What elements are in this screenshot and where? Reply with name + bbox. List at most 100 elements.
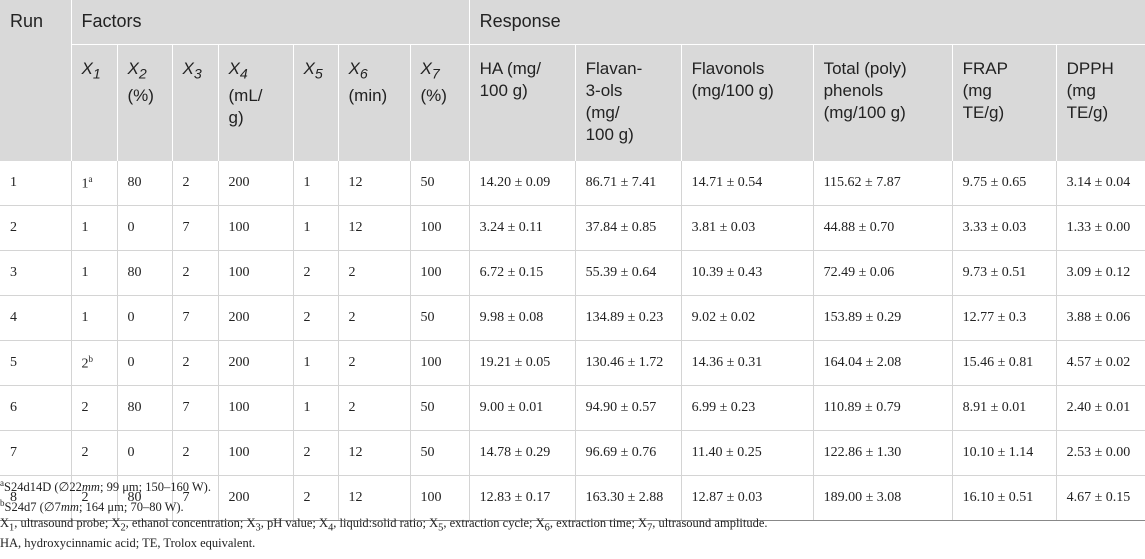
cell-value: 100 — [228, 265, 250, 280]
cell-value: 96.69 ± 0.76 — [585, 445, 657, 460]
factors-header: Factors — [71, 0, 470, 44]
cell-value: 100 — [420, 490, 442, 505]
cell-value: 3 — [10, 265, 17, 280]
footnote-a: aS24d14D (∅22mm; 99 μm; 150–160 W). — [0, 478, 211, 495]
cell-dpph: 4.57 ± 0.02 — [1056, 340, 1145, 386]
cell-x3: 7 — [172, 295, 219, 341]
cell-dpph: 2.40 ± 0.01 — [1056, 385, 1145, 431]
cell-value: 10.39 ± 0.43 — [691, 265, 763, 280]
cell-value: 80 — [127, 400, 142, 415]
cell-value: 1 — [303, 220, 311, 235]
cell-x3: 2 — [172, 250, 219, 296]
cell-x2: 0 — [117, 340, 173, 386]
col-x3: X3 — [172, 43, 219, 161]
cell-value: 200 — [228, 310, 250, 325]
cell-value: 6.72 ± 0.15 — [479, 265, 544, 280]
cell-value: 50 — [420, 310, 435, 325]
cell-x1: 2 — [71, 475, 118, 521]
cell-run: 5 — [0, 340, 72, 386]
cell-frap: 9.73 ± 0.51 — [952, 250, 1057, 296]
cell-value: 3.88 ± 0.06 — [1066, 310, 1131, 325]
cell-value: 1 — [303, 400, 311, 415]
cell-ha: 19.21 ± 0.05 — [469, 340, 576, 386]
table-row: 8 2 80 7 200 2 12 100 12.83 ± 0.17 163.30 ± 2.88 1… — [0, 475, 1145, 521]
cell-x1: 1 — [71, 250, 118, 296]
cell-value: 1 — [81, 310, 89, 325]
cell-x7: 50 — [410, 295, 470, 341]
cell-x1: 1a — [71, 161, 118, 206]
cell-x3: 7 — [172, 475, 219, 521]
cell-flavonols: 3.81 ± 0.03 — [681, 205, 814, 251]
cell-flavonols: 11.40 ± 0.25 — [681, 430, 814, 476]
cell-x7: 100 — [410, 475, 470, 521]
results-table: Run Factors Response X1 X2 (%) X3 X4 (mL/g… — [0, 0, 1145, 521]
cell-value: 9.00 ± 0.01 — [479, 400, 544, 415]
col-dpph: DPPH (mg TE/g) — [1056, 43, 1145, 161]
cell-flavanols: 86.71 ± 7.41 — [575, 161, 682, 206]
col-flavanols: Flavan- 3-ols (mg/100 g) — [575, 43, 682, 161]
cell-value: 12 — [348, 445, 363, 460]
cell-flavanols: 96.69 ± 0.76 — [575, 430, 682, 476]
cell-x3: 7 — [172, 205, 219, 251]
cell-total: 110.89 ± 0.79 — [813, 385, 953, 431]
cell-value: 1 — [81, 176, 89, 192]
cell-value: 100 — [420, 355, 442, 370]
cell-value: 0 — [127, 310, 135, 325]
footnotes: aS24d14D (∅22mm; 99 μm; 150–160 W). bS24… — [0, 473, 1145, 553]
cell-value: 12 — [348, 175, 363, 190]
cell-dpph: 1.33 ± 0.00 — [1056, 205, 1145, 251]
cell-value: 14.36 ± 0.31 — [691, 355, 763, 370]
cell-value: 15.46 ± 0.81 — [962, 355, 1034, 370]
cell-value: 55.39 ± 0.64 — [585, 265, 657, 280]
cell-value: 0 — [127, 220, 135, 235]
cell-value: 2 — [182, 445, 190, 460]
cell-ha: 12.83 ± 0.17 — [469, 475, 576, 521]
cell-value: 19.21 ± 0.05 — [479, 355, 551, 370]
cell-value: 2 — [182, 265, 190, 280]
cell-flavonols: 14.71 ± 0.54 — [681, 161, 814, 206]
cell-value: 80 — [127, 490, 142, 505]
cell-x5: 1 — [293, 385, 339, 431]
cell-value: 5 — [10, 355, 17, 370]
cell-value: 189.00 ± 3.08 — [823, 490, 902, 505]
cell-value: 8 — [10, 490, 17, 505]
cell-value: 2 — [81, 490, 89, 505]
cell-value: 7 — [182, 490, 190, 505]
cell-frap: 9.75 ± 0.65 — [952, 161, 1057, 206]
cell-flavanols: 55.39 ± 0.64 — [575, 250, 682, 296]
cell-value: 4.67 ± 0.15 — [1066, 490, 1131, 505]
cell-x7: 100 — [410, 340, 470, 386]
cell-value: 16.10 ± 0.51 — [962, 490, 1034, 505]
cell-value: 12.83 ± 0.17 — [479, 490, 551, 505]
cell-flavonols: 9.02 ± 0.02 — [681, 295, 814, 341]
footnote-b: bS24d7 (∅7mm; 164 μm; 70–80 W). — [0, 498, 184, 515]
footnote-marker: b — [88, 353, 94, 364]
cell-value: 1 — [10, 175, 17, 190]
cell-value: 80 — [127, 175, 142, 190]
cell-value: 9.02 ± 0.02 — [691, 310, 756, 325]
cell-x4: 100 — [218, 430, 294, 476]
cell-value: 164.04 ± 2.08 — [823, 355, 902, 370]
cell-value: 3.09 ± 0.12 — [1066, 265, 1131, 280]
cell-value: 100 — [228, 220, 250, 235]
cell-value: 2 — [182, 175, 190, 190]
cell-value: 12.87 ± 0.03 — [691, 490, 763, 505]
cell-total: 44.88 ± 0.70 — [813, 205, 953, 251]
cell-value: 50 — [420, 175, 435, 190]
cell-dpph: 4.67 ± 0.15 — [1056, 475, 1145, 521]
cell-value: 163.30 ± 2.88 — [585, 490, 664, 505]
cell-total: 72.49 ± 0.06 — [813, 250, 953, 296]
cell-x1: 2 — [71, 385, 118, 431]
cell-value: 2 — [348, 400, 356, 415]
col-frap: FRAP (mg TE/g) — [952, 43, 1057, 161]
cell-x2: 0 — [117, 205, 173, 251]
col-flavonols: Flavonols (mg/100 g) — [681, 43, 814, 161]
cell-total: 115.62 ± 7.87 — [813, 161, 953, 206]
cell-value: 2 — [182, 355, 190, 370]
cell-value: 1 — [81, 265, 89, 280]
footnote-marker: a — [88, 173, 93, 184]
cell-x1: 1 — [71, 295, 118, 341]
cell-ha: 14.20 ± 0.09 — [469, 161, 576, 206]
cell-x1: 2 — [71, 430, 118, 476]
cell-x1: 2b — [71, 340, 118, 386]
